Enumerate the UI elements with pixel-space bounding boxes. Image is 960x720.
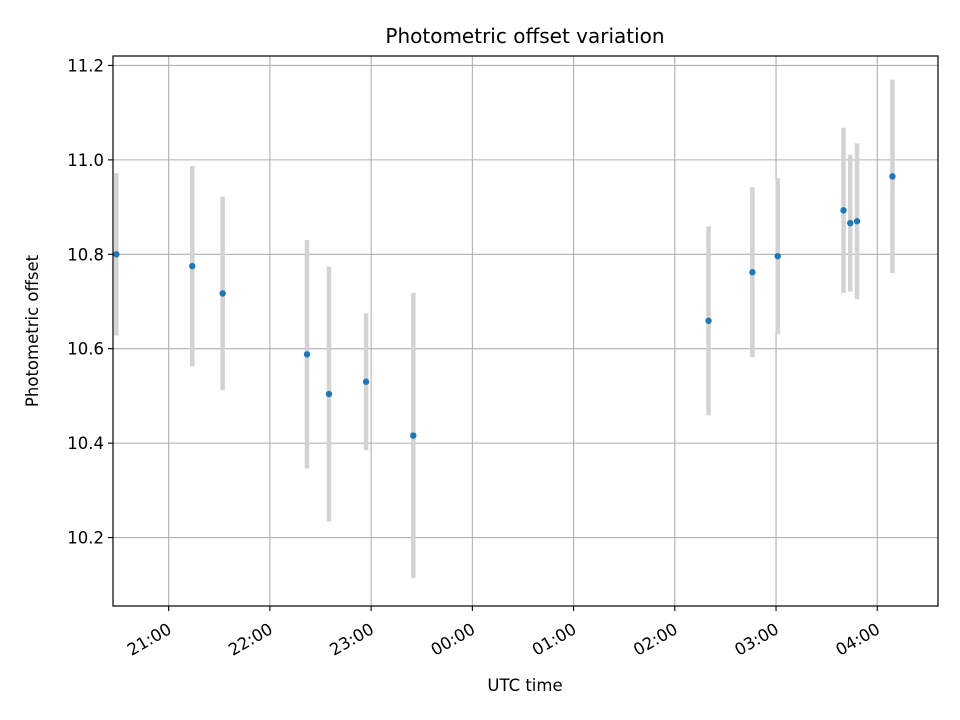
y-tick-label: 10.2: [67, 529, 104, 548]
plot-frame: [112, 55, 939, 607]
data-point: [189, 262, 196, 270]
data-point: [410, 432, 417, 439]
data-point: [113, 251, 120, 258]
data-point: [303, 351, 311, 358]
data-points: [113, 173, 896, 439]
y-axis-ticks: 10.2 10.4 10.6 10.8 11.0 11.2: [67, 56, 113, 548]
y-tick-label: 10.6: [67, 340, 104, 359]
y-tick-label: 11.2: [67, 56, 104, 75]
data-point: [362, 378, 370, 385]
data-point: [840, 207, 847, 214]
data-point: [774, 252, 781, 260]
y-tick-label: 11.0: [67, 151, 104, 170]
data-point: [749, 269, 756, 276]
y-tick-label: 10.8: [67, 245, 104, 264]
data-point: [853, 218, 861, 225]
data-point: [219, 290, 226, 297]
data-point: [325, 390, 333, 398]
data-point: [889, 173, 896, 180]
data-point: [847, 219, 854, 227]
y-axis-label: Photometric offset: [23, 254, 42, 407]
data-point: [705, 317, 712, 325]
y-tick-label: 10.4: [67, 434, 104, 453]
chart-title: Photometric offset variation: [385, 24, 664, 48]
x-axis-label: UTC time: [487, 676, 562, 695]
